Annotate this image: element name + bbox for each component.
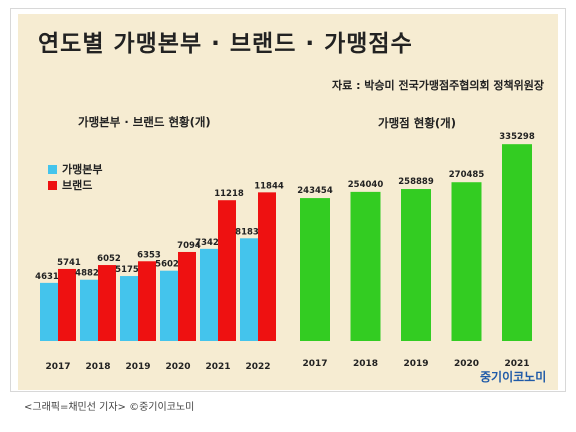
bar-store-2019 — [401, 189, 431, 341]
data-label-store-2019: 258889 — [398, 177, 434, 187]
store-chart-title: 가맹점 현황(개) — [378, 116, 456, 130]
data-label-brand-2021: 11218 — [214, 189, 244, 199]
x-tick-label-store-2020: 2020 — [454, 359, 479, 369]
bar-franchisor-2017 — [40, 282, 58, 341]
x-tick-label-2021: 2021 — [205, 362, 230, 372]
legend-swatch-franchisor — [48, 164, 57, 174]
bar-store-2017 — [300, 198, 330, 341]
data-label-franchisor-2020: 5602 — [155, 260, 179, 270]
data-label-brand-2017: 5741 — [57, 258, 81, 268]
legend-item-brand: 브랜드 — [48, 177, 92, 193]
legend-swatch-brand — [48, 180, 57, 190]
legend-label-brand: 브랜드 — [62, 179, 93, 192]
data-label-franchisor-2018: 4882 — [75, 269, 99, 279]
data-label-brand-2020: 7094 — [177, 241, 201, 251]
main-title: 연도별 가맹본부 · 브랜드 · 가맹점수 — [38, 31, 413, 57]
bar-franchisor-2019 — [120, 276, 138, 341]
bar-franchisor-2021 — [200, 248, 218, 341]
bar-brand-2017 — [58, 268, 76, 341]
bar-franchisor-2018 — [80, 279, 98, 341]
franchise-chart-title: 가맹본부 · 브랜드 현황(개) — [78, 115, 211, 129]
data-label-brand-2019: 6353 — [137, 250, 161, 260]
bar-brand-2022 — [258, 192, 276, 341]
bar-brand-2018 — [98, 265, 116, 341]
infographic-panel: 연도별 가맹본부 · 브랜드 · 가맹점수 자료 : 박승미 전국가맹점주협의회… — [18, 14, 558, 390]
x-tick-label-store-2021: 2021 — [504, 359, 529, 369]
store-count-chart: 243454 2017 254040 2018 258889 2019 270485 2020… — [297, 132, 535, 369]
bar-brand-2021 — [218, 200, 236, 341]
bar-store-2018 — [350, 191, 381, 341]
legend-label-franchisor: 가맹본부 — [62, 163, 103, 176]
data-label-store-2020: 270485 — [449, 170, 485, 180]
x-tick-label-2022: 2022 — [245, 362, 270, 372]
x-tick-label-store-2019: 2019 — [403, 359, 428, 369]
data-label-franchisor-2017: 4631 — [35, 272, 59, 282]
x-tick-label-store-2018: 2018 — [353, 359, 378, 369]
x-tick-label-store-2017: 2017 — [302, 359, 327, 369]
publisher-logo: 중기이코노미 — [480, 370, 547, 384]
data-label-store-2018: 254040 — [348, 180, 384, 190]
bar-brand-2020 — [178, 251, 196, 341]
source-note: 자료 : 박승미 전국가맹점주협의회 정책위원장 — [332, 79, 544, 92]
bar-store-2020 — [451, 182, 482, 341]
x-tick-label-2018: 2018 — [85, 362, 110, 372]
bar-store-2021 — [502, 144, 532, 341]
legend-item-franchisor: 가맹본부 — [48, 161, 102, 177]
x-tick-label-2020: 2020 — [165, 362, 190, 372]
data-label-brand-2018: 6052 — [97, 254, 121, 264]
x-tick-label-2017: 2017 — [45, 362, 70, 372]
data-label-franchisor-2019: 5175 — [115, 265, 139, 275]
data-label-franchisor-2021: 7342 — [195, 238, 219, 248]
bar-franchisor-2020 — [160, 270, 178, 341]
data-label-brand-2022: 11844 — [254, 181, 284, 191]
bar-franchisor-2022 — [240, 238, 258, 341]
franchise-brand-chart: 4631 5741 2017 4882 6052 2018 5175 6353 2019 5602… — [35, 181, 284, 372]
bar-brand-2019 — [138, 261, 156, 341]
data-label-store-2021: 335298 — [499, 132, 535, 142]
x-tick-label-2019: 2019 — [125, 362, 150, 372]
data-label-franchisor-2022: 8183 — [235, 227, 259, 237]
data-label-store-2017: 243454 — [297, 186, 333, 196]
image-caption: <그래픽=채민선 기자> ©중기이코노미 — [24, 402, 195, 413]
